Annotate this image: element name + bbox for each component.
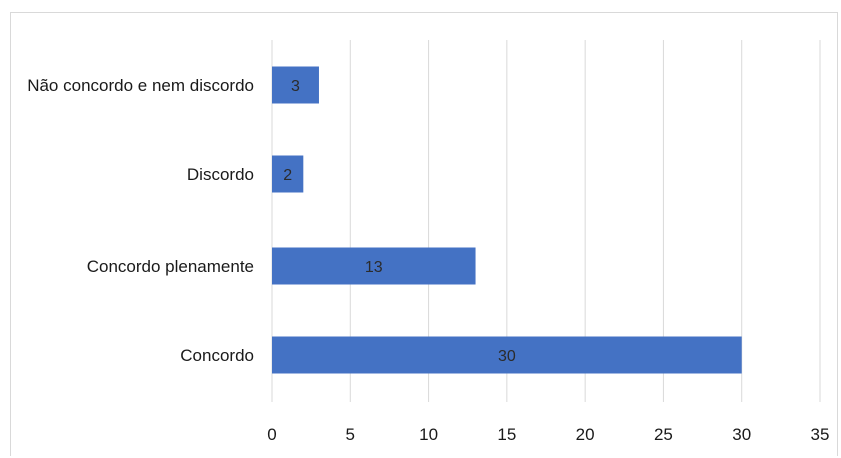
bars <box>272 66 742 374</box>
x-tick-label-30: 30 <box>732 425 751 444</box>
x-tick-label-15: 15 <box>497 425 516 444</box>
category-label-2: Concordo plenamente <box>87 257 254 276</box>
bar-1 <box>272 336 742 374</box>
x-tick-label-35: 35 <box>811 425 830 444</box>
data-label-2: 13 <box>365 259 383 276</box>
x-axis-tick-labels: 0 5 10 15 20 25 30 35 <box>267 425 829 444</box>
data-label-1: 30 <box>498 348 516 365</box>
x-tick-label-0: 0 <box>267 425 276 444</box>
category-label-1: Concordo <box>180 346 254 365</box>
category-labels: Concordo Concordo plenamente Discordo Não c… <box>27 76 254 365</box>
bar-2 <box>272 247 476 285</box>
bar-3 <box>272 155 304 193</box>
category-label-3: Discordo <box>187 165 254 184</box>
data-labels: 30 13 2 3 <box>283 78 516 365</box>
category-label-4: Não concordo e nem discordo <box>27 76 254 95</box>
bar-4 <box>272 66 319 104</box>
data-label-3: 2 <box>283 167 292 184</box>
x-tick-label-25: 25 <box>654 425 673 444</box>
data-label-4: 3 <box>291 78 300 95</box>
chart-frame <box>10 12 838 456</box>
x-tick-label-5: 5 <box>346 425 355 444</box>
x-tick-label-10: 10 <box>419 425 438 444</box>
x-tick-label-20: 20 <box>576 425 595 444</box>
